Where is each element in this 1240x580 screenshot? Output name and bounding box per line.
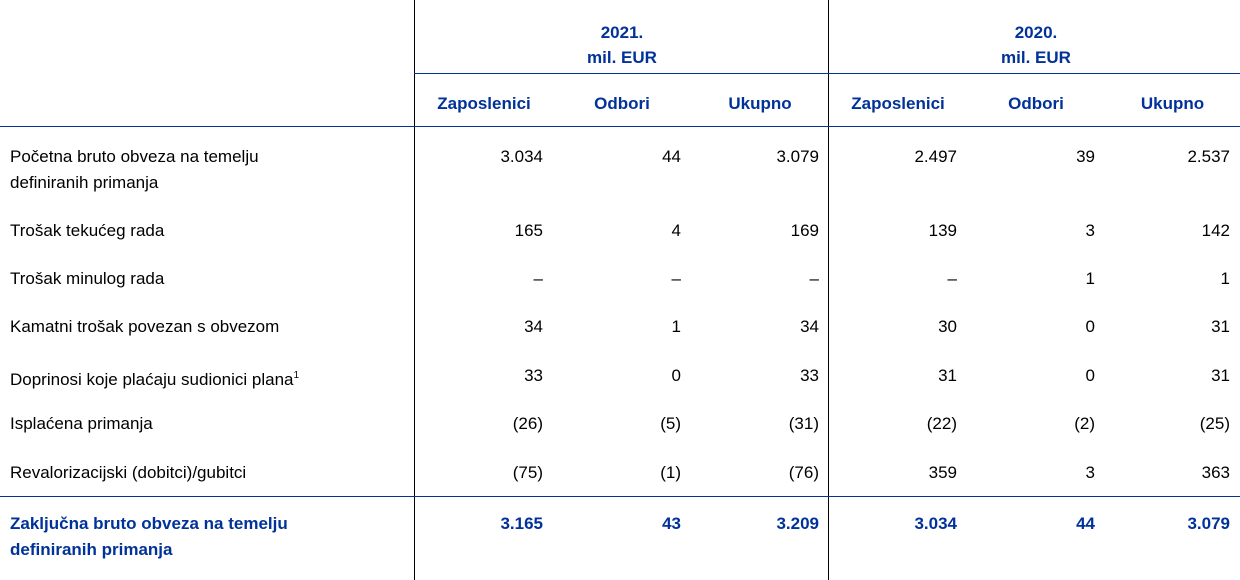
footnote-ref: 1 (293, 370, 300, 381)
group-year: 2020. (1014, 23, 1058, 42)
cell-value: – (671, 269, 681, 288)
cell-value: 3 (1085, 463, 1095, 482)
column-header: Odbori (594, 94, 650, 113)
cell-value: 2.537 (1187, 147, 1230, 166)
group-unit: mil. EUR (1001, 48, 1071, 67)
cell-value: 3 (1085, 221, 1095, 240)
group-year: 2021. (600, 23, 644, 42)
cell-value: 1 (1085, 269, 1095, 288)
cell-value: 4 (671, 221, 681, 240)
column-header: Zaposlenici (437, 94, 531, 113)
cell-value: (2) (1074, 414, 1095, 433)
cell-value: 31 (1211, 366, 1230, 385)
row-label: Doprinosi koje plaćaju sudionici plana1 (10, 370, 300, 389)
cell-value: – (809, 269, 819, 288)
cell-value: 142 (1201, 221, 1230, 240)
row-label: Trošak tekućeg rada (10, 221, 165, 240)
cell-value: 3.209 (776, 514, 819, 533)
row-label: Početna bruto obveza na temelju definira… (10, 147, 259, 192)
row-label: Trošak minulog rada (10, 269, 165, 288)
cell-value: 3.079 (1187, 514, 1230, 533)
total-rule (0, 496, 1240, 497)
cell-value: (31) (788, 414, 819, 433)
row-label: Isplaćena primanja (10, 414, 153, 433)
cell-value: 44 (1076, 514, 1095, 533)
cell-value: 3.034 (500, 147, 543, 166)
cell-value: 34 (524, 317, 543, 336)
cell-value: 0 (671, 366, 681, 385)
cell-value: 165 (514, 221, 543, 240)
cell-value: – (947, 269, 957, 288)
cell-value: 3.034 (914, 514, 957, 533)
column-header: Ukupno (1140, 94, 1205, 113)
cell-value: 359 (928, 463, 957, 482)
cell-value: – (533, 269, 543, 288)
cell-value: (22) (926, 414, 957, 433)
cell-value: 139 (928, 221, 957, 240)
cell-value: (26) (512, 414, 543, 433)
cell-value: 0 (1085, 366, 1095, 385)
cell-value: 1 (671, 317, 681, 336)
cell-value: 39 (1076, 147, 1095, 166)
group-unit: mil. EUR (587, 48, 657, 67)
cell-value: (75) (512, 463, 543, 482)
cell-value: 30 (938, 317, 957, 336)
cell-value: 31 (1211, 317, 1230, 336)
row-label: Revalorizacijski (dobitci)/gubitci (10, 463, 247, 482)
header-rule (414, 73, 1240, 74)
column-header: Odbori (1008, 94, 1064, 113)
column-divider (414, 0, 415, 580)
column-header: Zaposlenici (851, 94, 945, 113)
cell-value: 33 (800, 366, 819, 385)
cell-value: 3.165 (500, 514, 543, 533)
cell-value: 43 (662, 514, 681, 533)
cell-value: 3.079 (776, 147, 819, 166)
cell-value: (25) (1199, 414, 1230, 433)
cell-value: 34 (800, 317, 819, 336)
cell-value: 1 (1220, 269, 1230, 288)
header-rule (0, 126, 1240, 127)
row-label: Zaključna bruto obveza na temelju defini… (10, 514, 288, 559)
cell-value: 31 (938, 366, 957, 385)
cell-value: (5) (660, 414, 681, 433)
cell-value: 0 (1085, 317, 1095, 336)
cell-value: 363 (1201, 463, 1230, 482)
cell-value: 2.497 (914, 147, 957, 166)
cell-value: 44 (662, 147, 681, 166)
column-divider (828, 0, 829, 580)
cell-value: (1) (660, 463, 681, 482)
cell-value: 33 (524, 366, 543, 385)
cell-value: (76) (788, 463, 819, 482)
cell-value: 169 (790, 221, 819, 240)
column-header: Ukupno (728, 94, 792, 113)
row-label: Kamatni trošak povezan s obvezom (10, 317, 280, 336)
